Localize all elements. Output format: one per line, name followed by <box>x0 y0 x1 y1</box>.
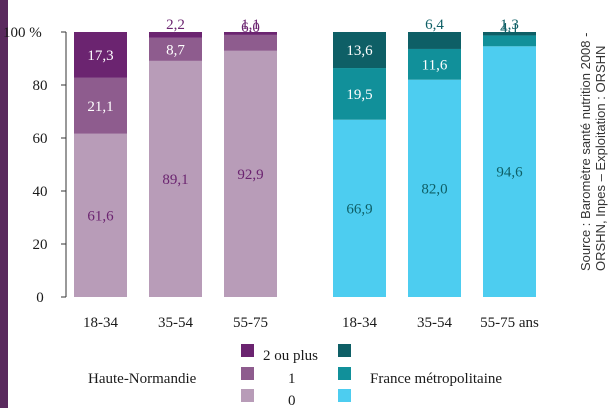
legend-label-2-ou-plus: 2 ou plus <box>263 348 318 364</box>
y-tick-label: 60 <box>33 131 48 147</box>
y-tick-label: 0 <box>36 290 44 306</box>
y-tick-label: 100 % <box>3 25 42 41</box>
bar-segment-haute-normandie-18-34-1 <box>74 77 127 134</box>
data-label-haute-normandie-55-75-1: 6,0 <box>241 20 260 36</box>
x-tick-label-haute-normandie-55-75: 55-75 <box>233 315 268 331</box>
bar-segment-france-m-tropolitaine-55-75-ans-2-ou-plus <box>483 32 536 36</box>
source-line-2: ORSHN, Inpes – Exploitation : ORSHN <box>593 46 608 271</box>
bar-segment-france-m-tropolitaine-35-54-2-ou-plus <box>408 32 461 49</box>
bars: 61,6 21,1 17,3 89,1 8,7 2,2 92,9 6,01,1 66,9 19,5… <box>74 17 536 298</box>
bar-segment-france-m-tropolitaine-55-75-ans-0 <box>483 46 536 298</box>
bar-segment-haute-normandie-55-75-0 <box>224 50 277 297</box>
bar-segment-france-m-tropolitaine-35-54-0 <box>408 79 461 297</box>
data-label-france-m-tropolitaine-18-34-1: 19,5 <box>346 87 372 103</box>
legend-group-haute-normandie: Haute-Normandie <box>88 371 197 387</box>
data-label-haute-normandie-18-34-1: 21,1 <box>87 99 113 115</box>
x-tick-label-haute-normandie-35-54: 35-54 <box>158 315 193 331</box>
bar-segment-haute-normandie-35-54-2-ou-plus <box>149 32 202 38</box>
bar-segment-haute-normandie-35-54-0 <box>149 60 202 298</box>
bar-segment-france-m-tropolitaine-18-34-2-ou-plus <box>333 32 386 69</box>
legend-label-0: 0 <box>288 393 296 408</box>
source-line-1: Source : Baromètre santé nutrition 2008 … <box>578 33 593 271</box>
data-label-france-m-tropolitaine-35-54-1: 11,6 <box>422 57 448 73</box>
bar-segment-france-m-tropolitaine-35-54-1 <box>408 48 461 80</box>
source-note: Source : Baromètre santé nutrition 2008 … <box>578 33 608 271</box>
bar-segment-haute-normandie-55-75-1 <box>224 34 277 51</box>
x-tick-label-haute-normandie-18-34: 18-34 <box>83 315 118 331</box>
data-label-france-m-tropolitaine-55-75-ans-0: 94,6 <box>496 165 523 181</box>
legend-swatch-france-m-tropolitaine-2-ou-plus <box>338 344 351 357</box>
legend-swatch-haute-normandie-1 <box>241 367 254 380</box>
y-tick-label: 40 <box>33 184 48 200</box>
legend-swatch-france-m-tropolitaine-1 <box>338 367 351 380</box>
bar-segment-france-m-tropolitaine-55-75-ans-1 <box>483 35 536 47</box>
legend: 2 ou plus 1 0 Haute-Normandie France mét… <box>88 344 502 408</box>
y-tick-label: 20 <box>33 237 48 253</box>
legend-label-1: 1 <box>288 371 296 387</box>
bar-segment-france-m-tropolitaine-18-34-0 <box>333 119 386 297</box>
data-label-haute-normandie-55-75-0: 92,9 <box>237 167 263 183</box>
data-label-france-m-tropolitaine-35-54-2-ou-plus: 6,4 <box>425 17 444 33</box>
x-tick-label-france-m-tropolitaine-18-34: 18-34 <box>342 315 377 331</box>
data-label-haute-normandie-35-54-2-ou-plus: 2,2 <box>166 17 185 33</box>
data-label-haute-normandie-18-34-0: 61,6 <box>87 208 114 224</box>
data-label-france-m-tropolitaine-35-54-0: 82,0 <box>421 181 447 197</box>
legend-swatch-haute-normandie-0 <box>241 389 254 402</box>
bar-segment-haute-normandie-55-75-2-ou-plus <box>224 32 277 35</box>
x-axis-labels: 18-34 35-54 55-75 18-34 35-54 55-75 ans <box>83 315 539 331</box>
y-axis: 0 20 40 60 80 100 % <box>3 25 67 306</box>
bar-segment-haute-normandie-18-34-2-ou-plus <box>74 32 127 78</box>
y-tick-label: 80 <box>33 78 48 94</box>
data-label-france-m-tropolitaine-18-34-2-ou-plus: 13,6 <box>346 43 373 59</box>
data-label-france-m-tropolitaine-55-75-ans-2-ou-plus: 1,3 <box>500 17 519 33</box>
legend-swatch-france-m-tropolitaine-0 <box>338 389 351 402</box>
bar-segment-france-m-tropolitaine-18-34-1 <box>333 68 386 120</box>
x-tick-label-france-m-tropolitaine-55-75-ans: 55-75 ans <box>480 315 539 331</box>
data-label-haute-normandie-18-34-2-ou-plus: 17,3 <box>87 48 113 64</box>
legend-group-france-metropolitaine: France métropolitaine <box>370 371 502 387</box>
data-label-haute-normandie-55-75-2-ou-plus: 1,1 <box>241 17 260 33</box>
decorative-left-bar <box>0 0 8 408</box>
data-label-haute-normandie-35-54-0: 89,1 <box>162 172 188 188</box>
bar-segment-haute-normandie-18-34-0 <box>74 133 127 297</box>
data-label-haute-normandie-35-54-1: 8,7 <box>166 42 185 58</box>
x-tick-label-france-m-tropolitaine-35-54: 35-54 <box>417 315 452 331</box>
bar-segment-haute-normandie-35-54-1 <box>149 37 202 61</box>
data-label-france-m-tropolitaine-18-34-0: 66,9 <box>346 201 372 217</box>
legend-swatch-haute-normandie-2-ou-plus <box>241 344 254 357</box>
